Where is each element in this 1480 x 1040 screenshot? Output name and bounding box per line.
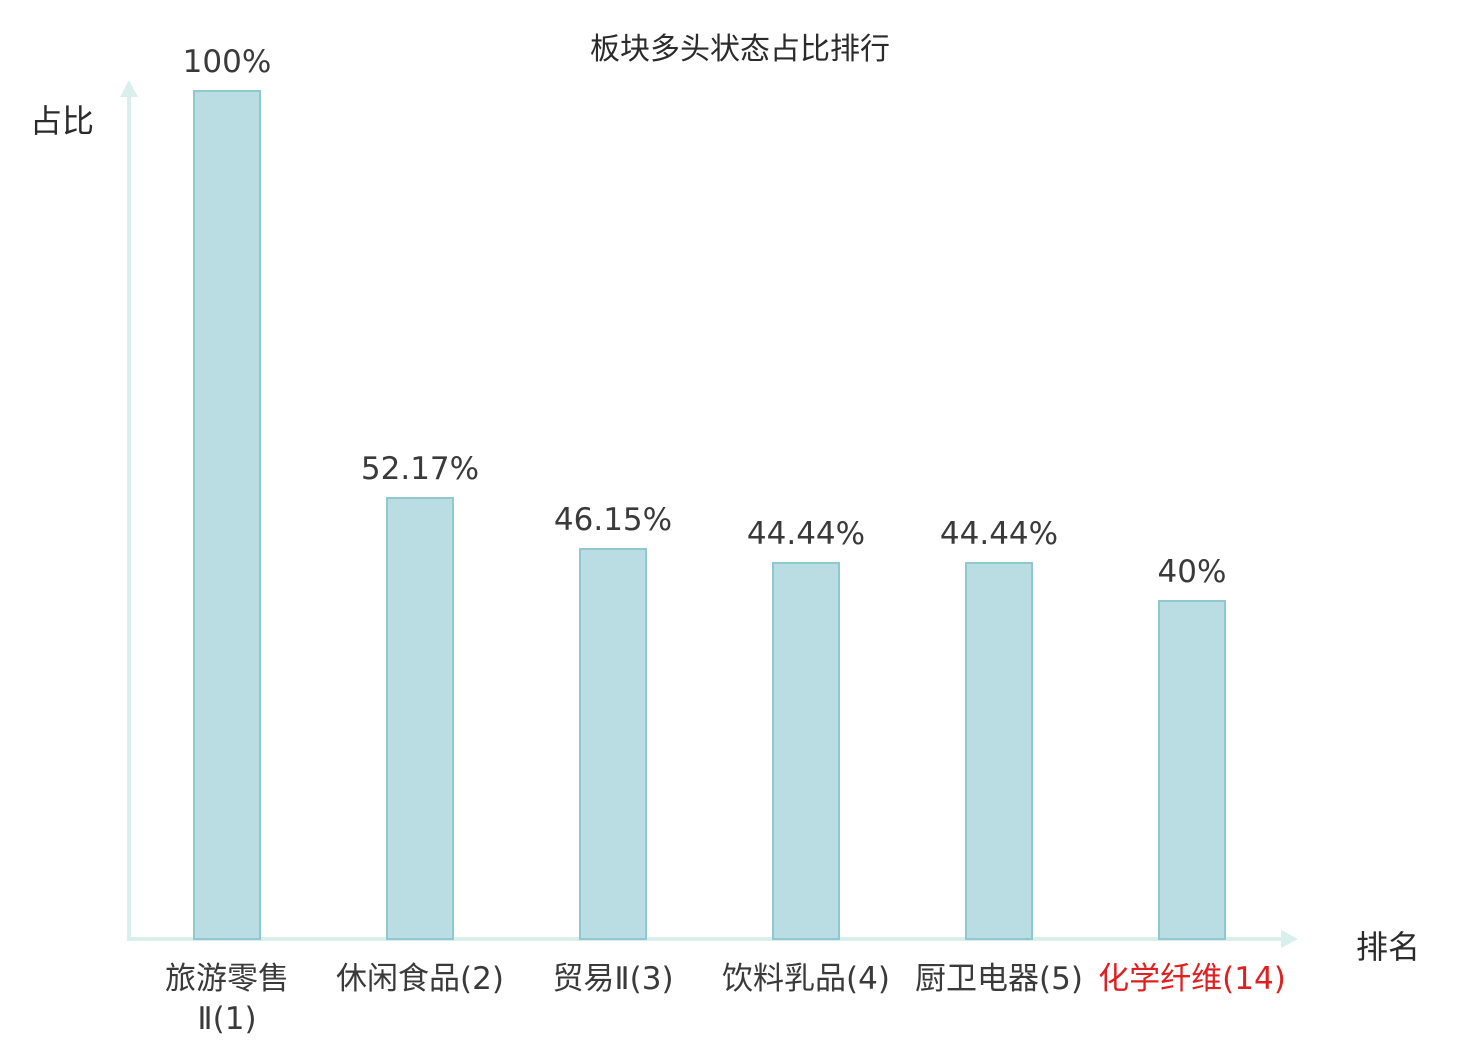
bar: [1158, 600, 1226, 940]
bar: [386, 497, 454, 940]
x-axis-arrow-icon: [1281, 930, 1298, 948]
category-label: 化学纤维(14): [1098, 961, 1286, 997]
y-axis-arrow-icon: [120, 80, 138, 97]
chart-title: 板块多头状态占比排行: [590, 32, 890, 67]
x-axis-label: 排名: [1356, 928, 1421, 966]
category-label: 旅游零售 Ⅱ(1): [165, 961, 289, 1037]
bar: [772, 562, 840, 940]
category-label: 休闲食品(2): [336, 961, 504, 997]
y-axis-line: [127, 96, 131, 940]
bar-value-label: 40%: [1157, 554, 1227, 590]
bar-value-label: 44.44%: [746, 516, 866, 552]
category-label: 饮料乳品(4): [722, 961, 890, 997]
x-axis-line: [127, 937, 1285, 941]
category-label: 厨卫电器(5): [915, 961, 1083, 997]
bar: [579, 548, 647, 940]
bar-value-label: 52.17%: [360, 451, 480, 487]
category-label: 贸易Ⅱ(3): [552, 961, 674, 997]
bar: [965, 562, 1033, 940]
y-axis-label: 占比: [30, 102, 95, 140]
bar: [193, 90, 261, 940]
bar-value-label: 100%: [182, 44, 272, 80]
bar-value-label: 44.44%: [939, 516, 1059, 552]
bar-value-label: 46.15%: [553, 502, 673, 538]
